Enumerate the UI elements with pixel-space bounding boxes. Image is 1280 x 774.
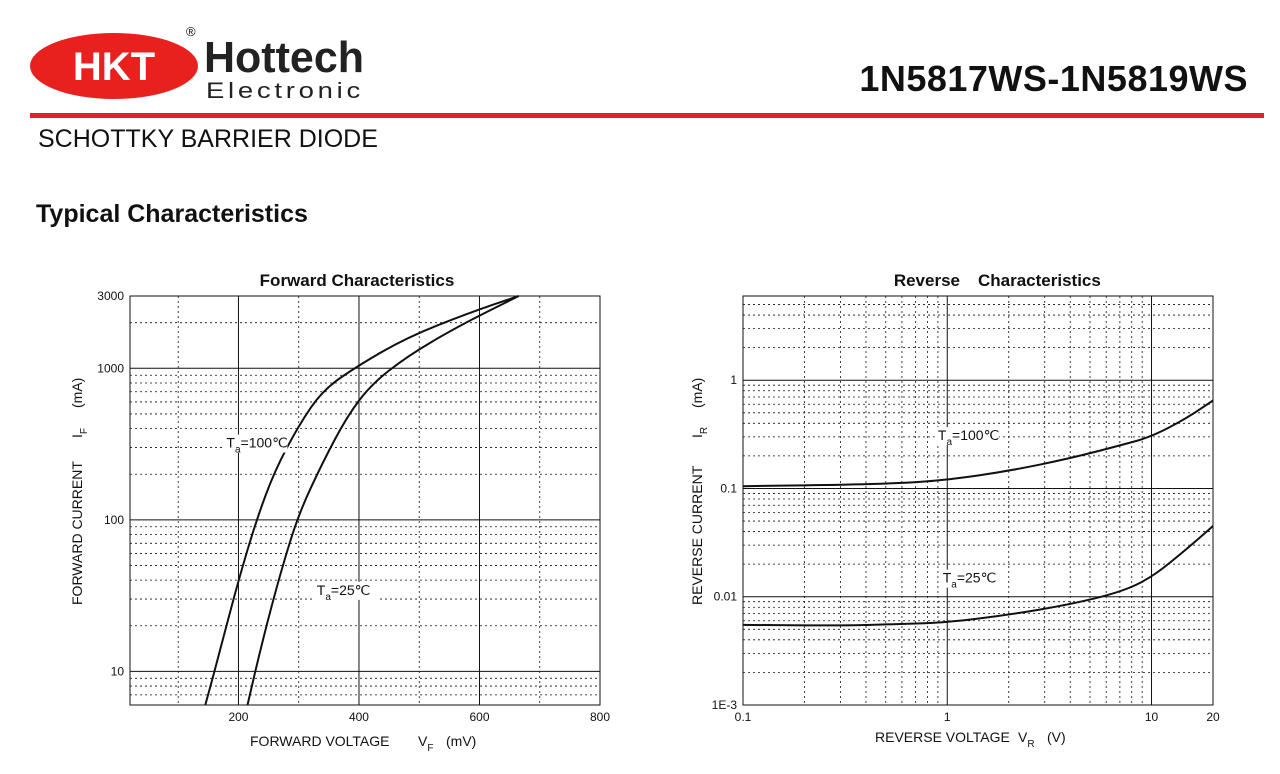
x-tick-label: 10 xyxy=(1145,710,1159,724)
series-line-ta100 xyxy=(204,295,520,706)
chart-reverse: 0.1 1 10 20 1E-3 0.01 0.1 1 Reverse Characteristi… xyxy=(689,271,1220,750)
y-tick-label: 10 xyxy=(111,664,125,678)
y-axis-unit: (mA) xyxy=(689,378,705,408)
y-axis-label-group: REVERSE CURRENT IR (mA) xyxy=(689,378,710,605)
x-axis-label: FORWARD VOLTAGE xyxy=(250,733,390,749)
x-axis-symbol: VF xyxy=(418,733,433,754)
x-tick-label: 400 xyxy=(349,710,369,724)
brand-name: Hottech xyxy=(204,33,364,82)
x-axis-symbol: VR xyxy=(1018,729,1035,750)
registered-mark: ® xyxy=(186,24,196,39)
hkt-badge-ellipse xyxy=(30,33,198,99)
x-tick-label: 0.1 xyxy=(735,710,752,724)
x-tick-label: 800 xyxy=(590,710,610,724)
x-tick-label: 1 xyxy=(944,710,951,724)
x-tick-label: 600 xyxy=(469,710,489,724)
part-number: 1N5817WS-1N5819WS xyxy=(859,58,1248,99)
y-axis-label-group: FORWARD CURRENT IF (mA) xyxy=(69,378,90,605)
hottech-logo: HKT ® Hottech Electronic xyxy=(30,24,364,103)
y-tick-label: 0.1 xyxy=(720,481,737,495)
y-tick-label: 3000 xyxy=(97,289,124,303)
hkt-badge-text: HKT xyxy=(73,45,155,89)
plot-frame xyxy=(129,295,601,706)
brand-sub: Electronic xyxy=(206,78,364,103)
y-tick-label: 1000 xyxy=(97,361,124,375)
x-axis-unit: (mV) xyxy=(446,733,476,749)
series-label-bg xyxy=(939,569,1004,588)
y-tick-label: 1 xyxy=(730,373,737,387)
series-label-bg xyxy=(313,581,378,600)
y-axis-symbol: IR xyxy=(689,427,710,438)
y-tick-label: 1E-3 xyxy=(712,698,738,712)
series-label-bg xyxy=(223,434,288,453)
series-line-ta25 xyxy=(246,295,520,706)
chart-title: Forward Characteristics xyxy=(260,271,455,290)
series-label-ta100: Ta=100℃ xyxy=(938,427,999,448)
series-label-ta100: Ta=100℃ xyxy=(226,435,287,456)
series-line-ta100 xyxy=(742,399,1214,488)
series-line-ta25 xyxy=(742,525,1214,627)
x-axis-label: REVERSE VOLTAGE xyxy=(875,729,1010,745)
chart-forward: 200 400 600 800 10 100 1000 3000 Forward Charact… xyxy=(69,271,610,754)
series-label-bg xyxy=(934,427,999,446)
x-tick-label: 200 xyxy=(228,710,248,724)
series-label-ta25: Ta=25℃ xyxy=(317,582,371,603)
series-label-ta25: Ta=25℃ xyxy=(943,570,997,591)
x-axis-unit: (V) xyxy=(1047,729,1066,745)
y-tick-label: 100 xyxy=(104,513,124,527)
y-axis-unit: (mA) xyxy=(69,378,85,408)
chart-title: Characteristics xyxy=(978,271,1101,290)
y-axis-label: FORWARD CURRENT xyxy=(69,461,85,605)
x-tick-label: 20 xyxy=(1206,710,1220,724)
page-subtitle: SCHOTTKY BARRIER DIODE xyxy=(38,125,378,153)
header-divider xyxy=(30,113,1264,118)
y-axis-symbol: IF xyxy=(69,428,90,438)
plot-frame xyxy=(742,295,1214,706)
y-tick-label: 0.01 xyxy=(714,590,738,604)
chart-title: Reverse xyxy=(894,271,960,290)
y-axis-label: REVERSE CURRENT xyxy=(689,465,705,605)
section-title: Typical Characteristics xyxy=(36,200,308,228)
